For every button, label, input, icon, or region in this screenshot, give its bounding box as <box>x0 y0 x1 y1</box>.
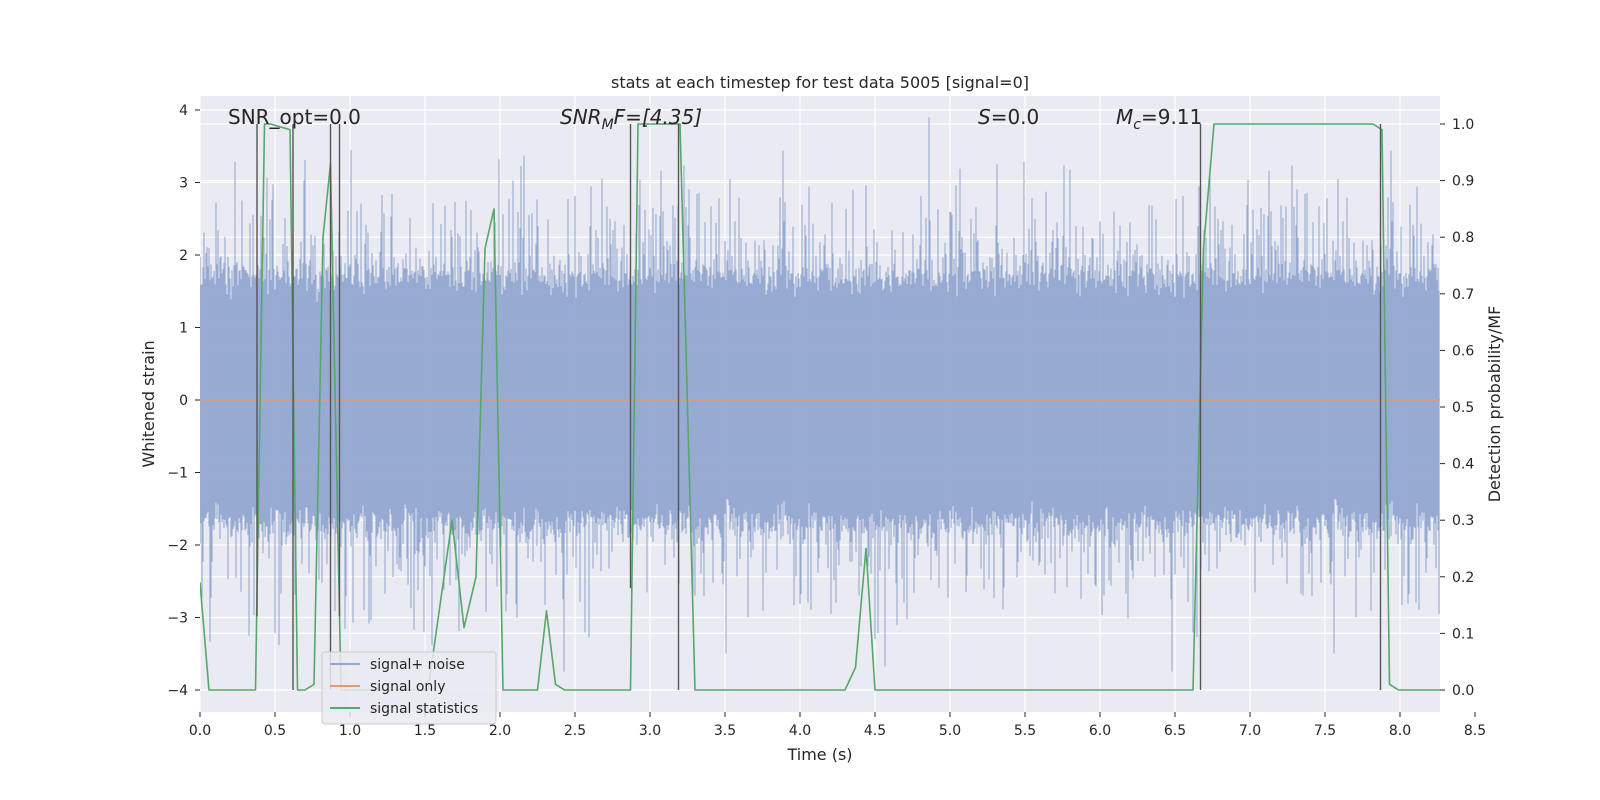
x-tick-label: 0.0 <box>189 723 211 739</box>
x-tick-label: 6.0 <box>1089 723 1111 739</box>
y2-tick-label: 0.0 <box>1452 683 1474 699</box>
y-tick-label: −3 <box>167 611 188 627</box>
annotation-s-stat: S=0.0 <box>978 105 1039 129</box>
y2-tick-label: 0.6 <box>1452 343 1474 359</box>
legend: signal+ noise signal only signal statist… <box>321 651 497 725</box>
annotation-snr-opt: SNR_opt=0.0 <box>228 105 361 129</box>
y2-tick-label: 1.0 <box>1452 117 1474 133</box>
y-tick-label: −2 <box>167 538 188 554</box>
y2-tick-label: 0.9 <box>1452 174 1474 190</box>
x-tick-label: 0.5 <box>264 723 286 739</box>
y-tick-label: 3 <box>179 176 188 192</box>
signal-noise-trace <box>200 117 1440 672</box>
x-tick-label: 8.5 <box>1464 723 1486 739</box>
x-tick-label: 7.5 <box>1314 723 1336 739</box>
legend-box <box>321 651 497 725</box>
x-tick-label: 6.5 <box>1164 723 1186 739</box>
y2-tick-label: 0.3 <box>1452 513 1474 529</box>
x-axis-label: Time (s) <box>786 745 852 764</box>
legend-label-signal-statistics: signal statistics <box>370 701 478 717</box>
y-axis-label: Whitened strain <box>139 340 158 467</box>
x-tick-label: 5.0 <box>939 723 961 739</box>
vertical-markers <box>256 124 1382 690</box>
y2-tick-label: 0.4 <box>1452 457 1474 473</box>
y-tick-label: 2 <box>179 248 188 264</box>
x-tick-label: 2.0 <box>489 723 511 739</box>
annotation-snr-mf: SNRMF=[4.35] <box>560 105 702 133</box>
y-tick-label: 1 <box>179 321 188 337</box>
legend-label-signal-noise: signal+ noise <box>370 657 465 673</box>
y-tick-label: 0 <box>179 393 188 409</box>
chart-title: stats at each timestep for test data 500… <box>611 73 1029 92</box>
signal-noise-series <box>200 117 1440 672</box>
y2-tick-label: 0.1 <box>1452 626 1474 642</box>
signal-statistics-line <box>200 123 1440 691</box>
x-axis-ticks: 0.0 0.5 1.0 1.5 2.0 2.5 3.0 3.5 4.0 4.5 5.0 5.5 6.0 6… <box>189 712 1486 739</box>
x-tick-label: 1.5 <box>414 723 436 739</box>
y2-tick-label: 0.2 <box>1452 570 1474 586</box>
y-tick-label: −4 <box>167 683 188 699</box>
signal-statistics-series <box>200 123 1440 691</box>
y-tick-label: −1 <box>167 466 188 482</box>
annotations: SNR_opt=0.0 SNRMF=[4.35] S=0.0 Mc=9.11 <box>228 105 1202 133</box>
y2-tick-label: 0.5 <box>1452 400 1474 416</box>
y2-axis-label: Detection probability/MF <box>1485 306 1504 503</box>
x-tick-label: 7.0 <box>1239 723 1261 739</box>
x-tick-label: 2.5 <box>564 723 586 739</box>
x-tick-label: 8.0 <box>1389 723 1411 739</box>
y2-tick-label: 0.8 <box>1452 230 1474 246</box>
legend-label-signal-only: signal only <box>370 679 445 695</box>
y-tick-label: 4 <box>179 103 188 119</box>
x-tick-label: 4.5 <box>864 723 886 739</box>
x-tick-label: 3.5 <box>714 723 736 739</box>
annotation-chirp-mass: Mc=9.11 <box>1116 105 1202 133</box>
x-tick-label: 5.5 <box>1014 723 1036 739</box>
y-axis-ticks: 4 3 2 1 0 −1 −2 −3 −4 <box>167 103 200 699</box>
x-tick-label: 3.0 <box>639 723 661 739</box>
y2-tick-label: 0.7 <box>1452 287 1474 303</box>
x-tick-label: 4.0 <box>789 723 811 739</box>
y2-axis-ticks: 1.0 0.9 0.8 0.7 0.6 0.5 0.4 0.3 0.2 0.1 0.0 <box>1440 117 1474 699</box>
x-tick-label: 1.0 <box>339 723 361 739</box>
